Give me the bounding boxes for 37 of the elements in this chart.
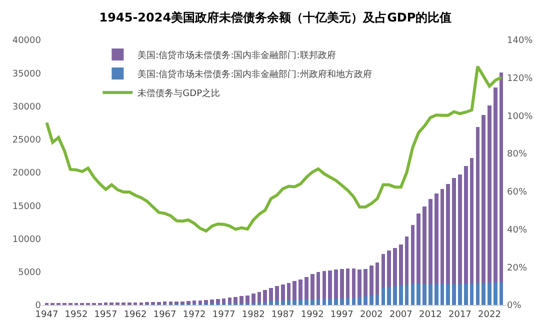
y-tick-label: 40000 (12, 36, 42, 46)
chart-title: 1945-2024美国政府未偿债务余额（十亿美元）及占GDP的比值 (99, 10, 452, 25)
y2-tick-label: 40% (507, 225, 528, 236)
y2-tick-label: 20% (507, 263, 528, 274)
y2-tick-label: 0% (507, 301, 522, 312)
y2-tick-label: 80% (507, 150, 528, 160)
legend-label: 美国:信贷市场未偿债务:国内非金融部门:联邦政府 (138, 50, 336, 62)
x-tick-label: 1992 (300, 310, 324, 320)
y-tick-label: 30000 (12, 102, 42, 112)
x-tick-label: 2022 (478, 310, 501, 320)
y-tick-label: 5000 (18, 268, 42, 278)
y-tick-label: 25000 (12, 136, 42, 146)
x-tick-label: 1952 (64, 310, 88, 320)
x-tick-label: 1972 (182, 310, 206, 320)
y2-tick-label: 140% (507, 36, 534, 46)
y2-tick-label: 100% (507, 112, 534, 122)
x-tick-label: 1997 (330, 310, 354, 320)
y-tick-label: 15000 (12, 202, 42, 212)
y-tick-label: 35000 (12, 69, 42, 80)
x-tick-label: 2012 (418, 310, 442, 320)
x-tick-label: 1947 (35, 310, 58, 320)
x-tick-label: 1962 (124, 310, 147, 320)
y2-tick-label: 120% (507, 74, 534, 84)
x-tick-label: 2002 (360, 310, 383, 320)
x-tick-label: 1987 (271, 310, 294, 320)
x-tick-label: 1982 (242, 310, 265, 320)
legend-label: 美国:信贷市场未偿债务:国内非金融部门:州政府和地方政府 (138, 69, 372, 80)
x-tick-label: 2007 (389, 310, 412, 320)
x-tick-label: 2017 (448, 310, 472, 320)
y2-tick-label: 60% (507, 188, 528, 198)
y-tick-label: 10000 (12, 234, 42, 245)
y-tick-label: 20000 (12, 168, 42, 179)
x-tick-label: 1967 (153, 310, 176, 320)
y-tick-label: 0 (35, 301, 42, 312)
legend-label: 未偿债务与GDP之比 (138, 88, 220, 100)
x-tick-label: 1977 (212, 310, 236, 320)
x-tick-label: 1957 (94, 310, 118, 320)
